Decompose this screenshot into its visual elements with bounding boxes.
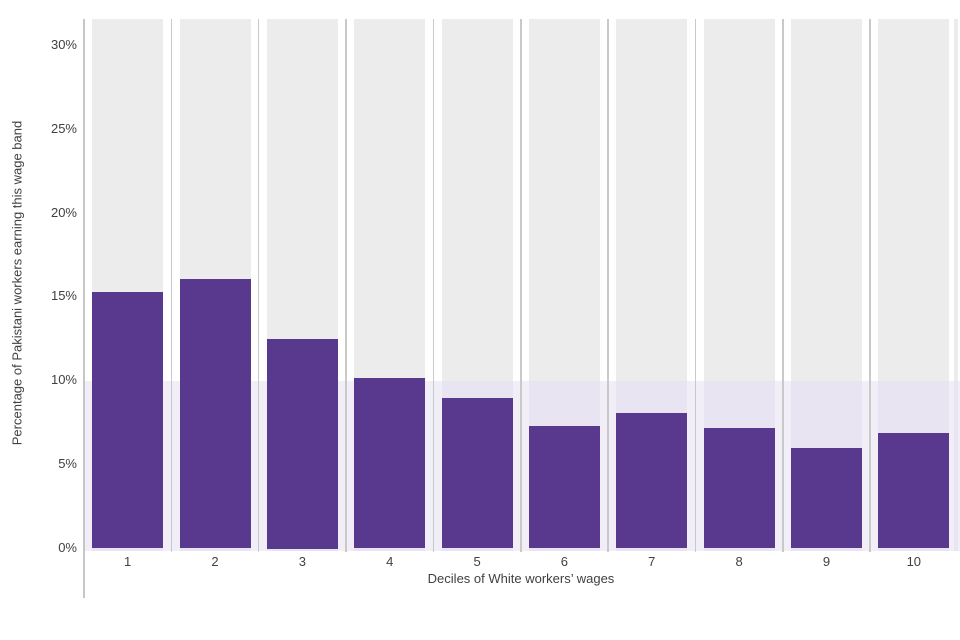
gridline [345,18,347,552]
category-column-bg [354,18,426,382]
bar [703,427,775,549]
x-tick-label: 10 [906,554,922,569]
y-tick-label: 5% [58,455,77,471]
y-tick-label: 25% [50,121,77,136]
bar [266,339,338,549]
category-column-bg [790,18,862,382]
bar [354,377,426,549]
x-tick-label: 8 [735,554,743,569]
y-tick-label: 0% [58,539,77,555]
gridline [782,18,784,552]
gridline [520,18,522,552]
gridline [432,18,435,552]
x-tick-label: 1 [124,554,132,569]
x-tick-label: 3 [298,554,306,569]
y-tick-label: 15% [50,288,77,304]
gridline [257,18,260,552]
y-tick-label: 10% [50,372,77,388]
bar [92,292,164,549]
bar [878,432,950,549]
edge-column-bg [953,18,958,382]
edge-column-band [953,381,958,552]
category-column-bg [528,18,600,382]
bar [616,412,688,549]
bar [179,278,251,549]
category-column-bg [878,18,950,382]
x-tick-label: 4 [386,554,394,569]
category-column-bg [703,18,775,382]
y-tick-label: 30% [50,37,77,53]
x-tick-label: 7 [648,554,656,569]
gridline [694,18,697,552]
category-column-bg [266,18,338,382]
category-column-bg [616,18,688,382]
gridline [607,18,609,552]
bar [528,426,600,549]
bar [790,448,862,549]
y-tick-label: 20% [50,204,77,220]
y-axis-line [83,18,85,598]
x-tick-label: 2 [211,554,219,569]
gridline [869,18,871,552]
bar [441,397,513,549]
category-column-bg [441,18,513,382]
x-tick-label: 6 [560,554,569,569]
x-axis-title: Deciles of White workers’ wages [427,571,615,586]
gridline [170,18,173,552]
x-tick-label: 5 [473,554,481,569]
x-tick-label: 9 [822,554,831,569]
